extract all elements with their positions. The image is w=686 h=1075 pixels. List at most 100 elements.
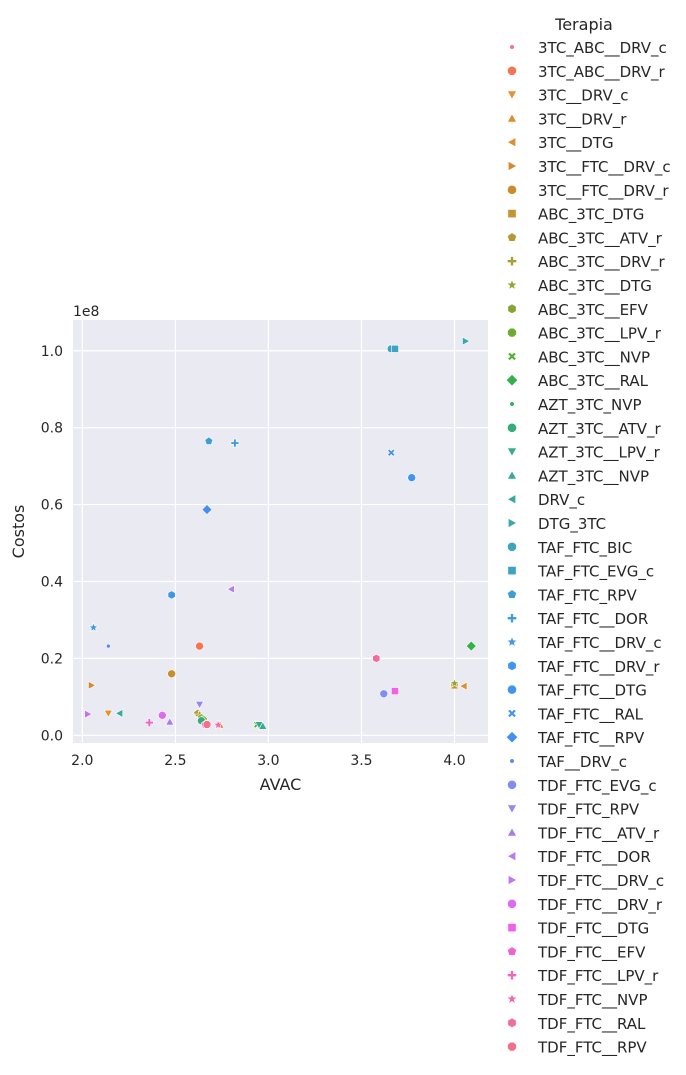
data-point: [114, 708, 124, 718]
legend-item: TAF_FTC_EVG_c: [507, 563, 654, 582]
legend-item: TDF_FTC__ATV_r: [506, 824, 660, 843]
legend-item: ABC_3TC__DTG: [505, 277, 652, 296]
legend-label: TAF_FTC__RPV: [537, 729, 645, 748]
legend-label: ABC_3TC_DTG: [538, 206, 644, 225]
legend-marker: [507, 684, 517, 695]
legend-item: ABC_3TC__RAL: [505, 372, 649, 391]
legend-label: ABC_3TC__LPV_r: [538, 325, 662, 344]
data-point: [407, 473, 416, 482]
legend-item: DRV_c: [506, 491, 585, 510]
legend-label: TAF_FTC_RPV: [537, 586, 637, 605]
data-point: [391, 344, 399, 353]
legend-label: TDF_FTC__RPV: [537, 1039, 647, 1058]
legend-marker: [508, 874, 518, 886]
legend-label: TAF_FTC_BIC: [537, 539, 632, 558]
legend-label: TDF_FTC__EFV: [537, 943, 646, 962]
legend-marker: [506, 447, 518, 457]
legend-marker: [507, 65, 517, 76]
data-point: [201, 504, 213, 516]
legend-marker: [507, 708, 517, 719]
legend-label: TDF_FTC__NVP: [537, 991, 648, 1010]
legend-label: 3TC_ABC__DRV_c: [538, 39, 667, 58]
data-point: [103, 709, 113, 719]
legend-label: TAF_FTC__RAL: [537, 705, 644, 724]
data-points: [84, 336, 477, 730]
y-tick-label: 1.0: [41, 344, 63, 360]
legend-item: 3TC__DTG: [506, 134, 614, 153]
data-point: [230, 438, 240, 448]
legend-label: 3TC_ABC__DRV_r: [538, 63, 665, 82]
y-tick-label: 0.6: [41, 498, 63, 514]
legend-marker: [506, 494, 516, 505]
data-point: [258, 721, 268, 730]
legend-item: ABC_3TC__DRV_r: [507, 253, 665, 272]
legend-marker: [506, 470, 518, 480]
x-tick-label: 2.5: [164, 753, 186, 769]
y-tick-label: 0.2: [41, 651, 63, 667]
legend-label: 3TC__DTG: [538, 134, 614, 153]
legend-marker: [507, 613, 517, 624]
legend-marker: [508, 517, 518, 529]
data-point: [459, 681, 468, 691]
data-point: [226, 584, 235, 594]
legend-item: AZT_3TC_NVP: [509, 396, 642, 415]
legend-label: TDF_FTC__ATV_r: [537, 824, 660, 843]
legend-label: TAF_FTC__DTG: [537, 682, 647, 701]
legend-label: TDF_FTC__DTG: [537, 920, 649, 939]
legend-marker: [509, 758, 515, 764]
x-tick-label: 2.0: [71, 753, 93, 769]
data-point: [165, 717, 175, 726]
data-point: [84, 709, 93, 719]
y-axis-label: Costos: [9, 505, 28, 559]
legend-item: TAF_FTC__DRV_r: [507, 658, 660, 677]
legend-item: 3TC_ABC__DRV_r: [507, 63, 665, 82]
data-point: [212, 719, 224, 730]
legend-item: TDF_FTC__DOR: [506, 848, 651, 867]
legend-marker: [507, 1041, 517, 1052]
legend-item: TDF_FTC__NVP: [505, 991, 648, 1010]
legend-marker: [506, 804, 518, 814]
legend-marker: [507, 566, 517, 576]
legend-label: ABC_3TC__EFV: [538, 301, 649, 320]
legend-marker: [506, 827, 518, 837]
legend-item: 3TC_ABC__DRV_c: [509, 39, 667, 58]
legend-item: 3TC__DRV_c: [506, 87, 628, 106]
legend-marker: [505, 278, 519, 291]
legend-label: AZT_3TC__NVP: [538, 467, 649, 486]
legend-marker: [507, 351, 517, 362]
legend-marker: [507, 303, 517, 314]
legend-label: TAF_FTC__DOR: [537, 610, 648, 629]
data-point: [449, 677, 460, 688]
legend-label: TAF__DRV_c: [537, 753, 627, 772]
data-point: [195, 641, 204, 651]
legend-item: TAF__DRV_c: [509, 753, 627, 772]
legend-label: TDF_FTC__DRV_r: [537, 896, 663, 915]
data-point: [195, 701, 205, 710]
legend: 3TC_ABC__DRV_c 3TC_ABC__DRV_r 3TC__DRV_c 3T…: [505, 39, 671, 1058]
data-point: [204, 436, 214, 445]
y-tick-label: 0.8: [41, 421, 63, 437]
data-point: [88, 621, 99, 633]
x-tick-label: 3.0: [257, 753, 279, 769]
data-point: [158, 711, 167, 720]
legend-label: TDF_FTC_RPV: [537, 801, 640, 820]
y-tick-label: 0.4: [41, 574, 63, 590]
legend-item: TDF_FTC__LPV_r: [507, 967, 659, 986]
plot-area: [73, 320, 488, 743]
legend-item: AZT_3TC__LPV_r: [506, 444, 661, 463]
legend-marker: [507, 946, 517, 956]
legend-item: ABC_3TC__NVP: [507, 348, 650, 367]
legend-item: TAF_FTC__DRV_c: [505, 634, 662, 653]
axes: 2.0 2.5 3.0 3.5 4.0 0.0 0.2 0.4 0.6 0.8 1.0: [41, 344, 466, 769]
legend-label: TAF_FTC_EVG_c: [537, 563, 654, 582]
legend-label: ABC_3TC__RAL: [538, 372, 649, 391]
legend-item: TAF_FTC__RPV: [505, 729, 645, 748]
legend-item: TAF_FTC__RAL: [507, 705, 644, 724]
legend-label: TDF_FTC_EVG_c: [537, 777, 657, 796]
legend-marker: [507, 232, 517, 242]
legend-marker: [506, 113, 518, 123]
legend-marker: [508, 160, 518, 172]
legend-item: AZT_3TC__NVP: [506, 467, 649, 486]
legend-item: TDF_FTC__EFV: [507, 943, 646, 962]
legend-item: ABC_3TC__LPV_r: [507, 325, 662, 344]
